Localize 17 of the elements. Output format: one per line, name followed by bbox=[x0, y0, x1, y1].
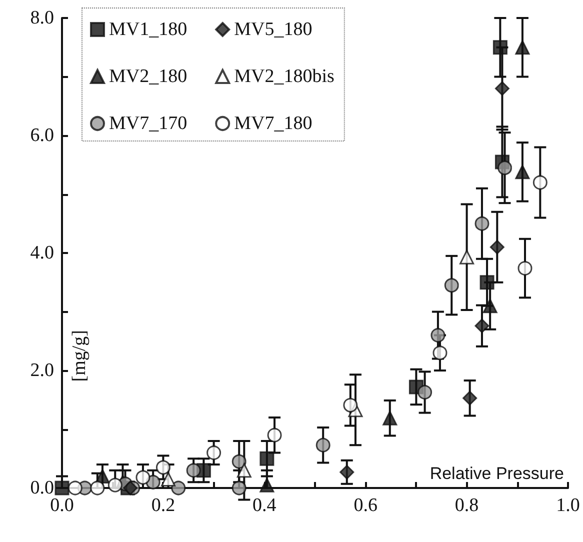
x-tick-label: 0.6 bbox=[354, 495, 378, 516]
legend-label: MV7_170 bbox=[109, 113, 188, 134]
legend-label: MV1_180 bbox=[109, 19, 188, 40]
x-tick-label: 0.8 bbox=[454, 495, 479, 516]
legend-label: MV5_180 bbox=[234, 19, 312, 40]
legend-label: MV2_180 bbox=[109, 66, 188, 87]
y-tick-label: 6.0 bbox=[30, 125, 54, 146]
legend-label: MV2_180bis bbox=[234, 66, 334, 87]
y-axis-title: [mg/g] bbox=[69, 330, 90, 382]
y-tick-label: 2.0 bbox=[30, 360, 54, 381]
x-tick-label: 0.4 bbox=[252, 495, 277, 516]
y-tick-label: 4.0 bbox=[30, 242, 54, 264]
x-axis-title: Relative Pressure bbox=[430, 464, 564, 483]
y-tick-label: 8.0 bbox=[30, 8, 54, 28]
x-tick-label: 1.0 bbox=[556, 495, 580, 516]
x-tick-label: 0.2 bbox=[151, 495, 176, 516]
legend-label: MV7_180 bbox=[234, 113, 312, 134]
